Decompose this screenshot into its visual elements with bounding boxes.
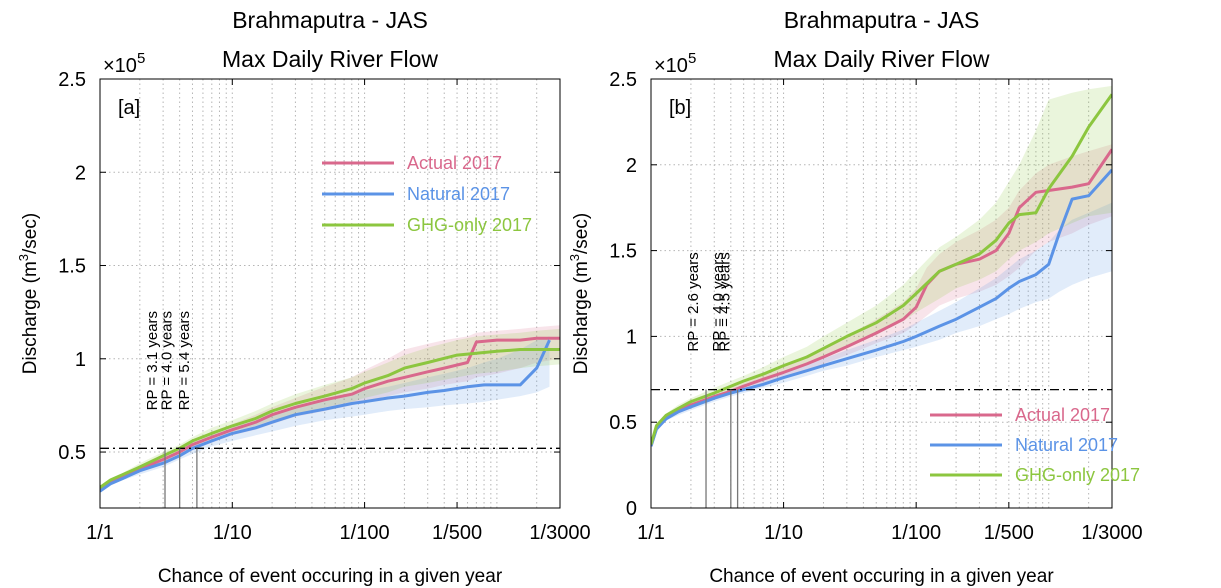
y-axis-label-pre: Discharge (m <box>20 261 41 374</box>
y-axis-label-sup: 3 <box>16 254 31 261</box>
exponent-base: ×10 <box>654 55 688 77</box>
x-tick-label: 1/100 <box>891 522 941 544</box>
legend-label-actual: Actual 2017 <box>407 153 502 173</box>
rp-label: RP = 4.0 years <box>159 311 176 410</box>
y-tick-label: 2.5 <box>609 69 637 91</box>
grid <box>651 79 1112 508</box>
uncertainty-band-actual <box>651 144 1112 448</box>
y-tick-label: 2.5 <box>58 69 86 91</box>
y-tick-label: 1 <box>75 349 86 371</box>
x-tick-label: 1/500 <box>984 522 1034 544</box>
legend: Actual 2017 Natural 2017 GHG-only 2017 <box>322 153 532 235</box>
x-tick-label: 1/10 <box>213 522 252 544</box>
series-line-actual <box>651 148 1112 447</box>
y-tick-label: 1.5 <box>58 256 86 278</box>
legend-label-ghg: GHG-only 2017 <box>407 215 532 235</box>
panel-label: [b] <box>669 97 691 119</box>
rp-label: RP = 4.0 years <box>710 252 727 351</box>
y-axis-label-post: /sec) <box>20 213 41 254</box>
axes-box <box>99 78 561 509</box>
rp-label: RP = 3.1 years <box>144 311 161 410</box>
legend-label-actual: Actual 2017 <box>1015 405 1110 425</box>
plot-area <box>651 85 1112 448</box>
uncertainty-band-natural <box>651 202 1112 448</box>
y-tick-label: 0 <box>626 498 637 520</box>
y-axis-label-pre: Discharge (m <box>571 261 592 374</box>
legend-label-ghg: GHG-only 2017 <box>1015 465 1140 485</box>
y-tick-label: 2 <box>75 162 86 184</box>
uncertainty-band-ghg <box>651 85 1112 447</box>
exponent-label: ×105 <box>654 50 696 77</box>
x-tick-label: 1/3000 <box>529 522 590 544</box>
legend-label-natural: Natural 2017 <box>1015 435 1118 455</box>
y-axis-label: Discharge (m3/sec) <box>16 213 41 374</box>
chart-title: Brahmaputra - JAS <box>232 7 428 33</box>
panel-label: [a] <box>118 97 140 119</box>
x-axis-label: Chance of event occuring in a given year <box>158 566 503 587</box>
exponent-power: 5 <box>137 50 145 67</box>
rp-label: RP = 5.4 years <box>176 311 193 410</box>
uncertainty-band-natural <box>100 336 550 494</box>
axes-box <box>650 78 1113 509</box>
x-tick-label: 1/1 <box>86 522 114 544</box>
chart-subtitle: Max Daily River Flow <box>222 46 438 72</box>
x-axis-label: Chance of event occuring in a given year <box>709 566 1054 587</box>
y-axis-label-post: /sec) <box>571 213 592 254</box>
series-line-ghg <box>100 348 560 489</box>
rp-label: RP = 2.6 years <box>685 252 702 351</box>
y-tick-label: 1 <box>626 326 637 348</box>
y-tick-label: 0.5 <box>609 412 637 434</box>
legend-label-natural: Natural 2017 <box>407 184 510 204</box>
x-tick-label: 1/3000 <box>1081 522 1142 544</box>
legend: Actual 2017 Natural 2017 GHG-only 2017 <box>930 405 1140 485</box>
exponent-base: ×10 <box>103 55 137 77</box>
y-axis-label-sup: 3 <box>567 254 582 261</box>
series-line-natural <box>651 168 1112 447</box>
x-tick-label: 1/1 <box>637 522 665 544</box>
x-tick-label: 1/10 <box>764 522 803 544</box>
y-tick-label: 1.5 <box>609 241 637 263</box>
chart-title: Brahmaputra - JAS <box>784 7 980 33</box>
plot-area <box>100 325 560 494</box>
x-tick-label: 1/500 <box>432 522 482 544</box>
rp-label: RP = 4.5 years <box>717 252 734 351</box>
series-line-actual <box>100 336 560 491</box>
grid <box>100 79 560 508</box>
exponent-power: 5 <box>688 50 696 67</box>
y-tick-label: 0.5 <box>58 442 86 464</box>
y-axis-label: Discharge (m3/sec) <box>567 213 592 374</box>
x-tick-label: 1/100 <box>340 522 390 544</box>
series-line-ghg <box>651 93 1112 445</box>
y-tick-label: 2 <box>626 155 637 177</box>
series-line-natural <box>100 339 551 493</box>
exponent-label: ×105 <box>103 50 145 77</box>
chart-subtitle: Max Daily River Flow <box>774 46 990 72</box>
